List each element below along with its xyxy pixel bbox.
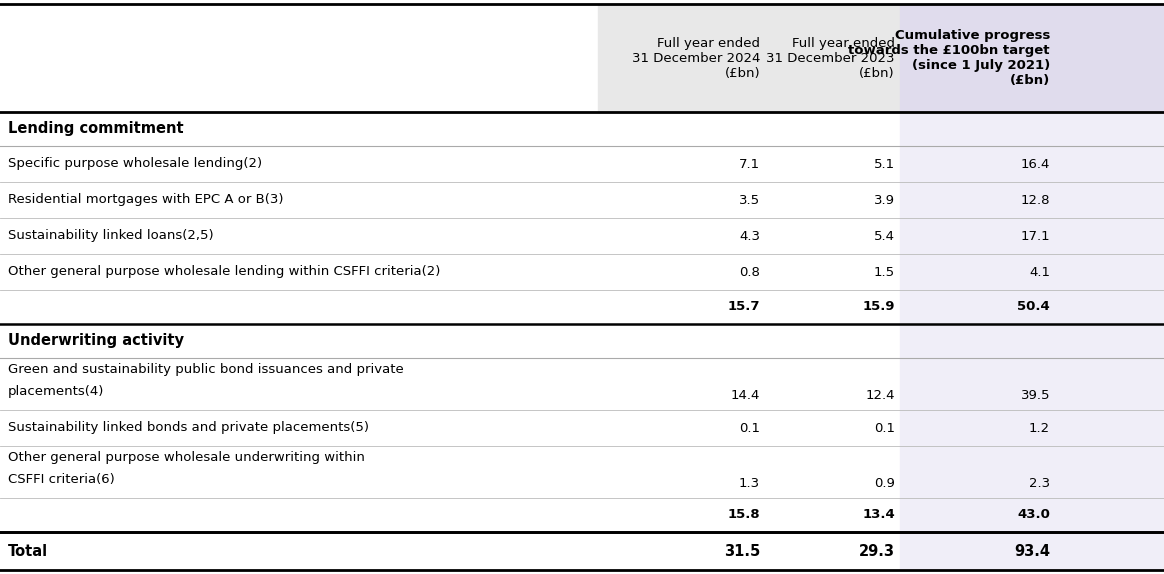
Text: 1.5: 1.5: [874, 266, 895, 278]
Text: 13.4: 13.4: [863, 509, 895, 522]
Text: Sustainability linked loans(2,5): Sustainability linked loans(2,5): [8, 230, 214, 242]
Text: 4.1: 4.1: [1029, 266, 1050, 278]
Text: 17.1: 17.1: [1021, 230, 1050, 242]
Bar: [900, 4, 1164, 570]
Text: 0.1: 0.1: [874, 421, 895, 435]
Text: Specific purpose wholesale lending(2): Specific purpose wholesale lending(2): [8, 157, 262, 170]
Text: 4.3: 4.3: [739, 230, 760, 242]
Text: 15.9: 15.9: [863, 301, 895, 313]
Text: Residential mortgages with EPC A or B(3): Residential mortgages with EPC A or B(3): [8, 193, 284, 207]
Text: 15.8: 15.8: [728, 509, 760, 522]
Text: 0.9: 0.9: [874, 477, 895, 490]
Text: 1.3: 1.3: [739, 477, 760, 490]
Text: 5.1: 5.1: [874, 157, 895, 170]
Text: 2.3: 2.3: [1029, 477, 1050, 490]
Text: 43.0: 43.0: [1017, 509, 1050, 522]
Text: 0.1: 0.1: [739, 421, 760, 435]
Text: 1.2: 1.2: [1029, 421, 1050, 435]
Text: Full year ended
31 December 2023
(£bn): Full year ended 31 December 2023 (£bn): [767, 37, 895, 80]
Text: Other general purpose wholesale lending within CSFFI criteria(2): Other general purpose wholesale lending …: [8, 266, 440, 278]
Text: 29.3: 29.3: [859, 544, 895, 559]
Text: 93.4: 93.4: [1014, 544, 1050, 559]
Text: 5.4: 5.4: [874, 230, 895, 242]
Bar: [598, 4, 900, 112]
Text: Other general purpose wholesale underwriting within: Other general purpose wholesale underwri…: [8, 451, 364, 464]
Text: 15.7: 15.7: [728, 301, 760, 313]
Text: Cumulative progress
towards the £100bn target
(since 1 July 2021)
(£bn): Cumulative progress towards the £100bn t…: [849, 29, 1050, 87]
Text: CSFFI criteria(6): CSFFI criteria(6): [8, 474, 115, 486]
Text: 31.5: 31.5: [724, 544, 760, 559]
Text: Full year ended
31 December 2024
(£bn): Full year ended 31 December 2024 (£bn): [632, 37, 760, 80]
Text: 39.5: 39.5: [1021, 389, 1050, 402]
Text: Green and sustainability public bond issuances and private: Green and sustainability public bond iss…: [8, 363, 404, 376]
Text: Lending commitment: Lending commitment: [8, 122, 184, 137]
Text: 12.8: 12.8: [1021, 193, 1050, 207]
Text: 7.1: 7.1: [739, 157, 760, 170]
Text: 50.4: 50.4: [1017, 301, 1050, 313]
Text: 12.4: 12.4: [866, 389, 895, 402]
Text: 14.4: 14.4: [731, 389, 760, 402]
Text: placements(4): placements(4): [8, 385, 105, 398]
Text: Sustainability linked bonds and private placements(5): Sustainability linked bonds and private …: [8, 421, 369, 435]
Text: 0.8: 0.8: [739, 266, 760, 278]
Bar: [900, 4, 1164, 112]
Text: 3.5: 3.5: [739, 193, 760, 207]
Text: Underwriting activity: Underwriting activity: [8, 333, 184, 348]
Text: Total: Total: [8, 544, 48, 559]
Text: 3.9: 3.9: [874, 193, 895, 207]
Text: 16.4: 16.4: [1021, 157, 1050, 170]
